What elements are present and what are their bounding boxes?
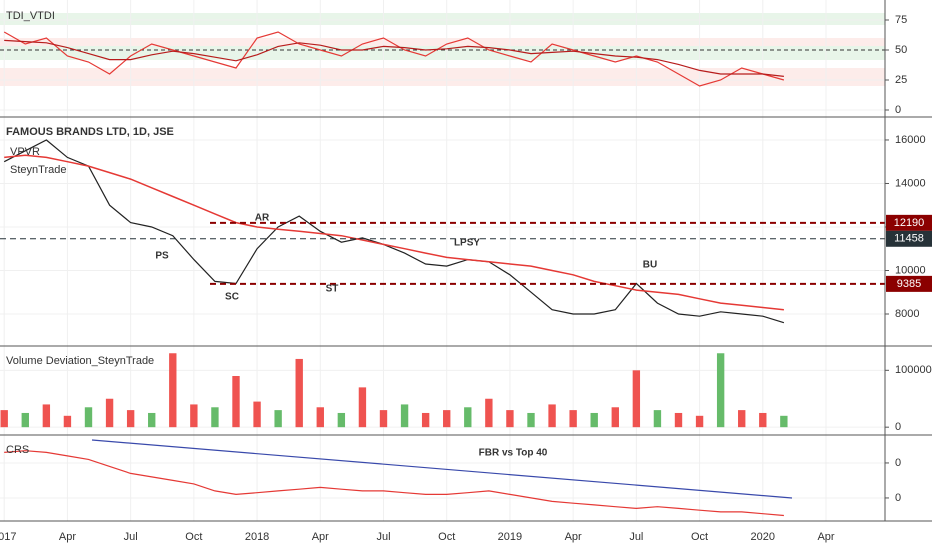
price-label: 9385 xyxy=(897,278,921,290)
bar xyxy=(632,370,641,428)
band xyxy=(0,13,885,25)
y-tick-label: 75 xyxy=(895,14,907,26)
x-tick-label: 2017 xyxy=(0,531,16,543)
series-line xyxy=(4,154,784,311)
price-label-box xyxy=(886,275,932,292)
bar xyxy=(84,407,93,428)
x-tick-label: Apr xyxy=(59,531,76,543)
x-tick-label: 2020 xyxy=(751,531,775,543)
y-tick-label: 50 xyxy=(895,44,907,56)
panel-title: Volume Deviation_SteynTrade xyxy=(6,355,154,367)
bar xyxy=(337,412,346,428)
bar xyxy=(738,410,746,428)
y-tick-label: 1000000 xyxy=(895,364,932,376)
panel-title: FAMOUS BRANDS LTD, 1D, JSE xyxy=(6,126,174,138)
subtitle: VPVR xyxy=(10,146,40,158)
price-label: 12190 xyxy=(894,217,925,229)
series-line xyxy=(3,139,785,324)
trend-line xyxy=(91,439,793,499)
y-tick-label: 8000 xyxy=(895,308,919,320)
bar xyxy=(232,376,240,428)
annotation: BU xyxy=(643,260,657,271)
bar xyxy=(253,401,261,428)
y-tick-label: 0 xyxy=(895,104,901,116)
annotation: AR xyxy=(255,213,270,224)
bar xyxy=(295,358,303,428)
bar xyxy=(379,410,388,428)
annotation: ST xyxy=(326,284,339,295)
series-line xyxy=(3,31,785,87)
bar xyxy=(569,410,577,428)
y-tick-label: 0 xyxy=(895,457,901,469)
annotation: SC xyxy=(225,292,239,303)
bar xyxy=(485,398,493,428)
bar xyxy=(611,407,619,428)
x-tick-label: 2018 xyxy=(245,531,269,543)
bar xyxy=(506,410,514,428)
x-tick-label: Jul xyxy=(124,531,138,543)
band xyxy=(0,68,885,86)
bar xyxy=(548,404,556,428)
price-label-box xyxy=(886,214,932,231)
y-tick-label: 25 xyxy=(895,74,907,86)
x-tick-label: Apr xyxy=(565,531,582,543)
bar xyxy=(421,412,430,428)
bar xyxy=(0,410,8,428)
band xyxy=(0,38,885,46)
bar xyxy=(211,407,219,428)
x-tick-label: 2019 xyxy=(498,531,522,543)
annotation: PS xyxy=(155,251,169,262)
bar xyxy=(653,410,662,428)
bar xyxy=(527,412,535,428)
bar xyxy=(148,412,156,428)
panel-title: TDI_VTDI xyxy=(6,10,55,22)
y-tick-label: 0 xyxy=(895,421,901,433)
bar xyxy=(759,412,767,428)
bar xyxy=(443,410,451,428)
annotation: LPSY xyxy=(454,238,480,249)
author: SteynTrade xyxy=(10,164,66,176)
bar xyxy=(400,404,409,428)
bar xyxy=(63,415,72,428)
bar xyxy=(464,407,472,428)
x-tick-label: Oct xyxy=(438,531,455,543)
annotation: FBR vs Top 40 xyxy=(479,448,548,459)
bar xyxy=(274,410,282,428)
bar xyxy=(674,412,683,428)
bar xyxy=(42,404,51,428)
price-label: 11458 xyxy=(894,233,924,245)
x-tick-label: Jul xyxy=(629,531,643,543)
y-tick-label: 10000 xyxy=(895,264,926,276)
y-tick-label: 0 xyxy=(895,492,901,504)
x-tick-label: Jul xyxy=(376,531,390,543)
bar xyxy=(716,353,725,428)
bar xyxy=(780,415,788,428)
bar xyxy=(21,412,29,428)
price-label-box xyxy=(886,230,932,247)
panel-title: CRS xyxy=(6,444,29,456)
series-line xyxy=(4,39,784,77)
bar xyxy=(358,387,367,428)
bar xyxy=(169,353,177,428)
series-line xyxy=(4,450,784,517)
x-tick-label: Apr xyxy=(312,531,329,543)
bar xyxy=(105,398,114,428)
bar xyxy=(190,404,198,428)
y-tick-label: 16000 xyxy=(895,134,926,146)
bar xyxy=(590,412,598,428)
x-tick-label: Apr xyxy=(817,531,834,543)
x-tick-label: Oct xyxy=(691,531,708,543)
bar xyxy=(316,407,324,428)
bar xyxy=(695,415,704,428)
x-tick-label: Oct xyxy=(185,531,202,543)
bar xyxy=(126,410,135,428)
y-tick-label: 14000 xyxy=(895,177,926,189)
